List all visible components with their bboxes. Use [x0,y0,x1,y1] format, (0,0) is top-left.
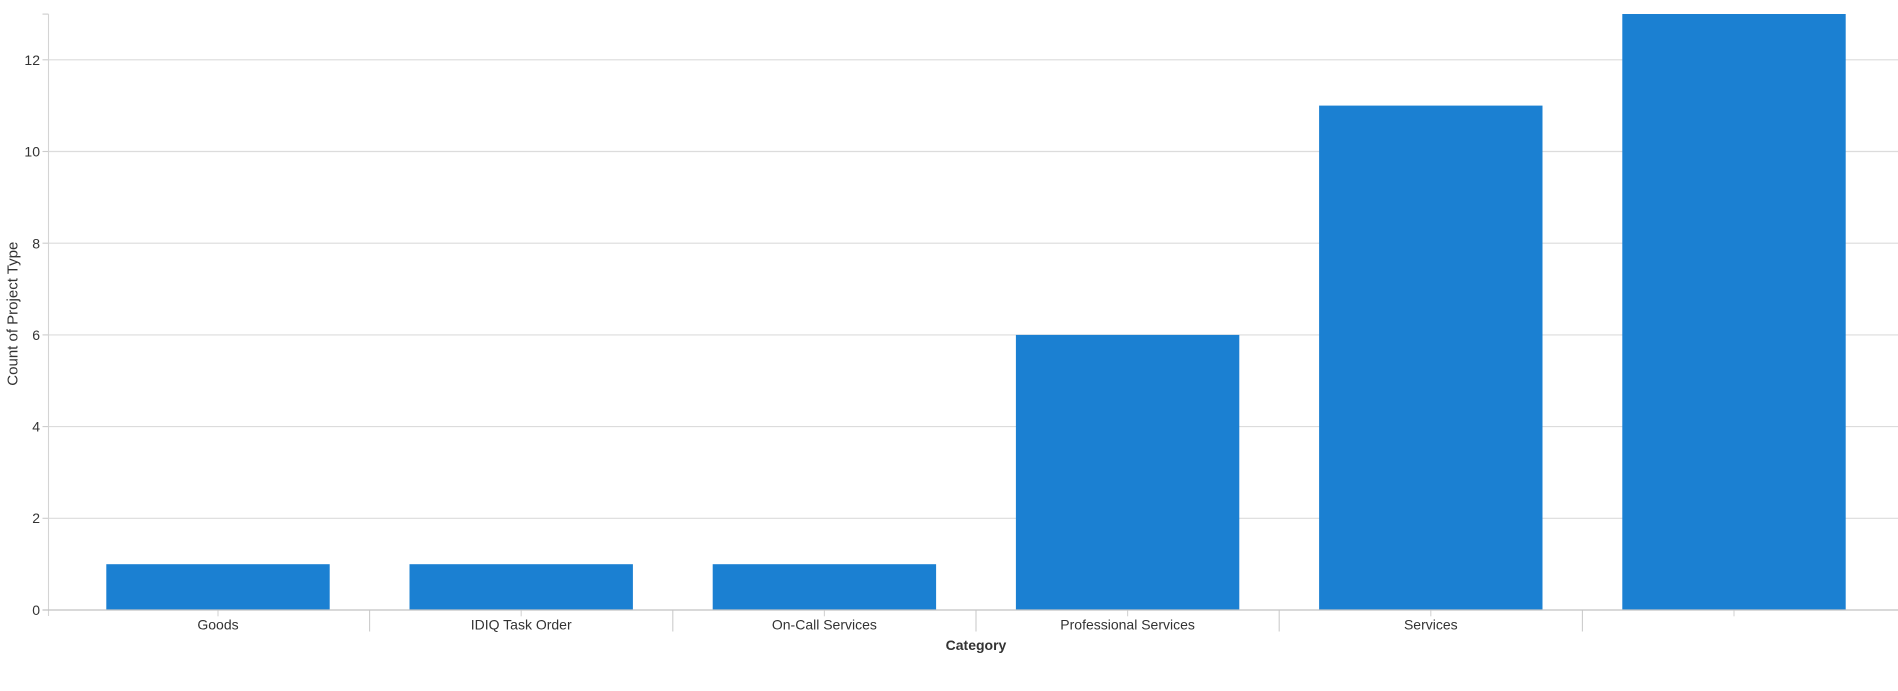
svg-text:0: 0 [32,602,40,618]
svg-text:IDIQ Task Order: IDIQ Task Order [471,617,572,633]
svg-text:8: 8 [32,235,40,251]
svg-text:Category: Category [946,637,1007,653]
svg-text:10: 10 [24,144,40,160]
svg-text:Professional Services: Professional Services [1060,617,1195,633]
svg-text:12: 12 [24,52,40,68]
svg-text:On-Call Services: On-Call Services [772,617,877,633]
svg-text:6: 6 [32,327,40,343]
svg-text:Count of Project Type: Count of Project Type [5,242,22,386]
svg-text:4: 4 [32,419,40,435]
svg-text:Services: Services [1404,617,1458,633]
svg-text:2: 2 [32,510,40,526]
svg-text:Goods: Goods [197,617,238,633]
